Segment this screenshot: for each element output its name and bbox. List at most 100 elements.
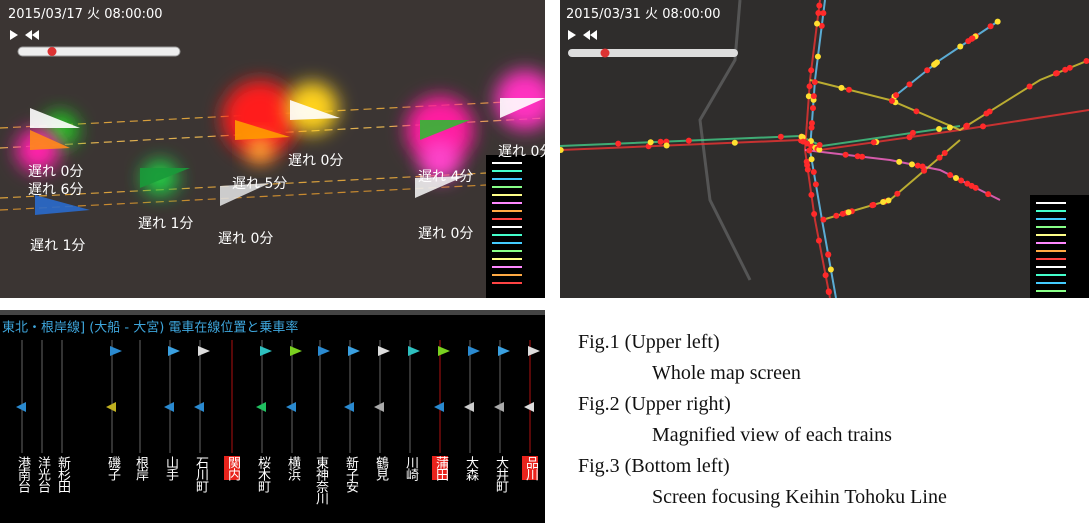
delay-label: 遅れ 5分 <box>232 176 287 192</box>
train-dot <box>964 123 970 129</box>
train-dot <box>995 19 1001 25</box>
train-dot <box>823 272 829 278</box>
legend-entry <box>1036 234 1066 236</box>
station-name: 根岸 <box>132 456 148 480</box>
seek-bar[interactable] <box>18 47 180 56</box>
caption-label: Fig.3 (Bottom left) <box>578 455 730 478</box>
legend-entry <box>492 242 522 244</box>
train-dot <box>658 139 664 145</box>
delay-label: 遅れ 0分 <box>498 144 545 160</box>
train <box>374 402 384 412</box>
legend-entry <box>492 282 522 284</box>
train-dot <box>808 192 814 198</box>
legend-entry <box>1036 282 1066 284</box>
train-dot <box>814 21 820 27</box>
train-dot <box>813 181 819 187</box>
train-dot <box>812 79 818 85</box>
legend-entry <box>492 226 522 228</box>
station-name: 洋光台 <box>34 456 50 492</box>
seek-knob[interactable] <box>601 49 610 58</box>
train-dot <box>800 139 806 145</box>
seek-bar[interactable] <box>568 49 738 57</box>
station-name: 磯子 <box>104 456 120 480</box>
train-dot <box>846 209 852 215</box>
train <box>194 402 204 412</box>
station-name: 桜木町 <box>254 456 270 492</box>
seek-knob[interactable] <box>48 47 57 56</box>
train-dot <box>855 153 861 159</box>
fig1-timestamp: 2015/03/17 火 08:00:00 <box>8 7 163 22</box>
train-dot <box>942 150 948 156</box>
train-dot <box>980 123 986 129</box>
train-dot <box>985 191 991 197</box>
train-dot <box>806 148 812 154</box>
train <box>168 346 180 356</box>
train-dot <box>826 289 832 295</box>
train <box>198 346 210 356</box>
train-dot <box>816 238 822 244</box>
legend-entry <box>492 218 522 220</box>
train <box>256 402 266 412</box>
train <box>434 402 444 412</box>
train-dot <box>889 98 895 104</box>
station-name: 港南台 <box>14 456 30 492</box>
legend-entry <box>492 250 522 252</box>
legend-entry <box>1036 242 1066 244</box>
delay-label: 遅れ 0分 <box>418 226 473 242</box>
train <box>524 402 534 412</box>
delay-label: 遅れ 1分 <box>30 238 85 254</box>
train-dot <box>825 251 831 257</box>
legend-entry <box>492 210 522 212</box>
delay-label: 遅れ 0分 <box>288 153 343 169</box>
legend-entry <box>492 274 522 276</box>
legend-entry <box>492 162 522 164</box>
caption-description: Whole map screen <box>652 362 801 385</box>
train-dot <box>811 93 817 99</box>
train-dot <box>987 108 993 114</box>
station-name: 石川町 <box>192 456 208 492</box>
train-dot <box>909 161 915 167</box>
station-name: 大井町 <box>492 456 508 492</box>
train-dot <box>846 87 852 93</box>
train-dot <box>947 124 953 130</box>
legend-entry <box>1036 290 1066 292</box>
station-name: 鶴見 <box>372 456 388 480</box>
train-dot <box>1067 65 1073 71</box>
train-dot <box>936 126 942 132</box>
train-dot <box>817 142 823 148</box>
train-dot <box>964 181 970 187</box>
legend-entry <box>1036 218 1066 220</box>
train <box>318 346 330 356</box>
train-dot <box>893 92 899 98</box>
train-dot <box>648 139 654 145</box>
station-name: 新子安 <box>342 456 358 492</box>
train-dot <box>840 211 846 217</box>
train-dot <box>937 155 943 161</box>
train <box>290 346 302 356</box>
legend-entry <box>1036 202 1066 204</box>
train-glow <box>246 136 274 164</box>
train-dot <box>931 62 937 68</box>
delay-label: 遅れ 0分 <box>218 231 273 247</box>
train-dot <box>915 163 921 169</box>
train-dot <box>833 213 839 219</box>
train-dot <box>820 217 826 223</box>
train-dot <box>958 178 964 184</box>
train-dot <box>815 10 821 16</box>
train-dot <box>1054 70 1060 76</box>
train-dot <box>686 138 692 144</box>
train <box>348 346 360 356</box>
page: 2015/03/17 火 08:00:00 遅れ 0分遅れ 6分遅れ 1分遅れ … <box>0 0 1089 523</box>
train <box>106 402 116 412</box>
fig1-panel: 2015/03/17 火 08:00:00 遅れ 0分遅れ 6分遅れ 1分遅れ … <box>0 0 545 298</box>
train <box>494 402 504 412</box>
train <box>378 346 390 356</box>
train-dot <box>828 267 834 273</box>
train-dot <box>880 199 886 205</box>
delay-label: 遅れ 1分 <box>138 216 193 232</box>
legend-entry <box>492 202 522 204</box>
train-dot <box>871 139 877 145</box>
train-dot <box>778 134 784 140</box>
legend-entry <box>492 186 522 188</box>
station-name: 関内 <box>224 456 240 480</box>
